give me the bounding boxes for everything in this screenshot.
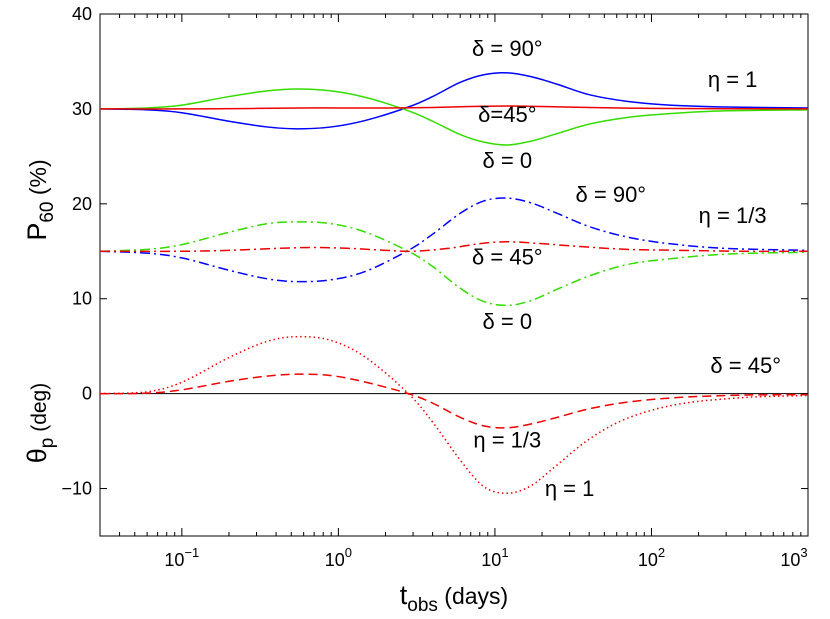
annotation-p1-eta: η = 1	[708, 67, 758, 92]
y-tick-label: 10	[72, 289, 92, 309]
plot-frame	[99, 13, 809, 537]
y-tick-label: −10	[61, 479, 92, 499]
annotation-t-d45: δ = 45°	[710, 353, 781, 378]
y-axis-title-top: P60 (%)	[22, 159, 58, 240]
annotation-p1-d45: δ=45°	[478, 102, 536, 127]
annotation-t-eta1: η = 1	[545, 476, 595, 501]
annotation-t-eta3: η = 1/3	[473, 428, 541, 453]
annotation-p3-eta: η = 1/3	[699, 203, 767, 228]
series-line	[99, 105, 809, 110]
x-tick-label: 103	[780, 545, 807, 570]
x-tick-label: 102	[638, 545, 665, 570]
series-line	[99, 88, 809, 146]
annotation-p3-d90: δ = 90°	[576, 182, 647, 207]
x-tick-label: 100	[325, 545, 352, 570]
series-line	[99, 373, 809, 429]
series-line	[99, 72, 809, 130]
x-tick-label: 101	[481, 545, 508, 570]
series-line	[99, 335, 809, 495]
y-tick-label: 30	[72, 99, 92, 119]
annotation-p1-d90: δ = 90°	[472, 36, 543, 61]
x-tick-label: 10−1	[164, 545, 199, 570]
x-axis-title: tobs (days)	[400, 580, 508, 616]
ticks-layer: −10 0 10 20 30 40 10−1 100 101 102 103	[61, 4, 809, 570]
y-tick-label: 40	[72, 4, 92, 24]
annotation-p1-d0: δ = 0	[483, 148, 533, 173]
series-line	[99, 241, 809, 253]
y-tick-label: 0	[82, 384, 92, 404]
y-axis-title-bottom: θp (deg)	[22, 383, 58, 463]
series-layer	[99, 72, 809, 495]
annotation-p3-d0: δ = 0	[483, 309, 533, 334]
annotations-layer: δ = 90° η = 1 δ=45° δ = 0 δ = 90° η = 1/3 δ = …	[472, 36, 781, 501]
series-line	[99, 197, 809, 283]
series-line	[99, 221, 809, 307]
annotation-p3-d45: δ = 45°	[472, 245, 543, 270]
y-tick-label: 20	[72, 194, 92, 214]
